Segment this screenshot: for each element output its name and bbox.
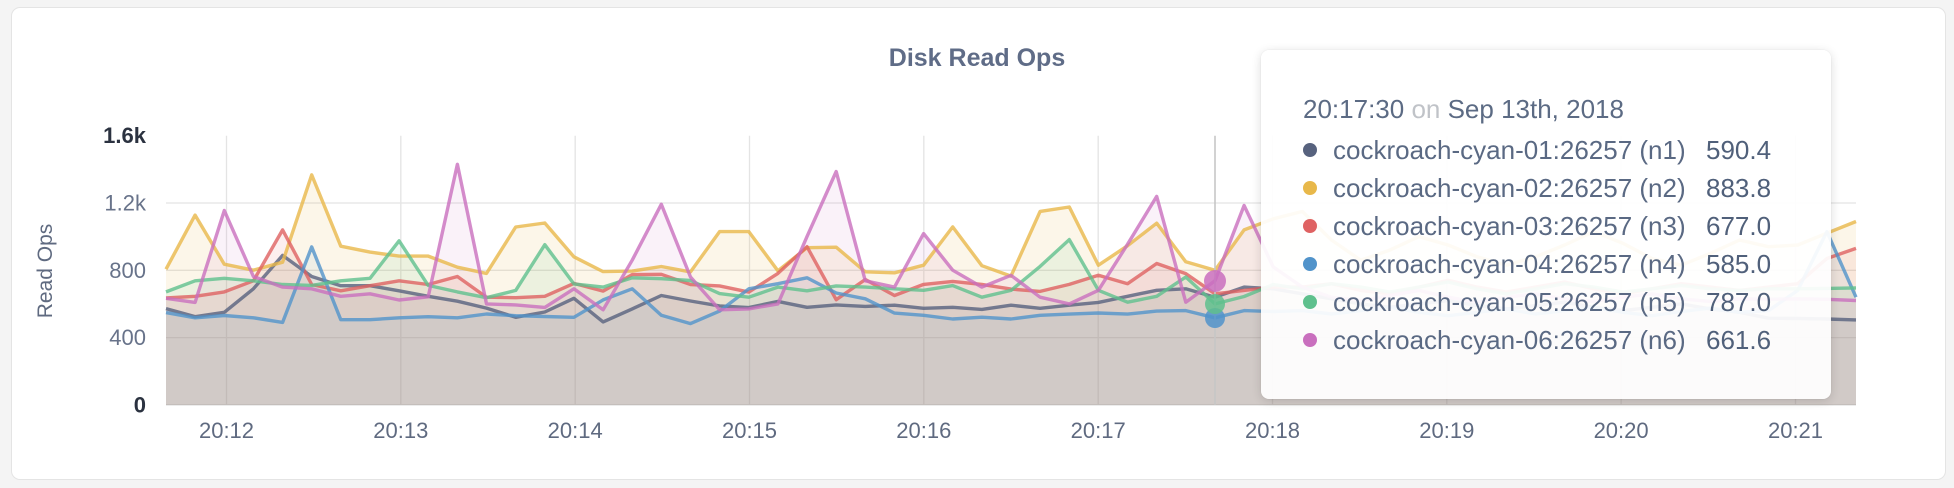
- svg-text:1.6k: 1.6k: [103, 123, 147, 148]
- svg-text:20:19: 20:19: [1419, 418, 1474, 443]
- svg-text:Read Ops: Read Ops: [34, 224, 57, 319]
- svg-text:0: 0: [134, 392, 146, 417]
- svg-text:1.2k: 1.2k: [104, 191, 147, 216]
- svg-text:20:21: 20:21: [1768, 418, 1823, 443]
- svg-text:20:14: 20:14: [548, 418, 603, 443]
- svg-text:20:13: 20:13: [373, 418, 428, 443]
- svg-text:20:16: 20:16: [896, 418, 951, 443]
- svg-text:800: 800: [109, 258, 146, 283]
- svg-text:20:18: 20:18: [1245, 418, 1300, 443]
- svg-text:20:20: 20:20: [1594, 418, 1649, 443]
- svg-text:20:17: 20:17: [1071, 418, 1126, 443]
- svg-text:400: 400: [109, 325, 146, 350]
- svg-text:20:12: 20:12: [199, 418, 254, 443]
- svg-text:20:15: 20:15: [722, 418, 777, 443]
